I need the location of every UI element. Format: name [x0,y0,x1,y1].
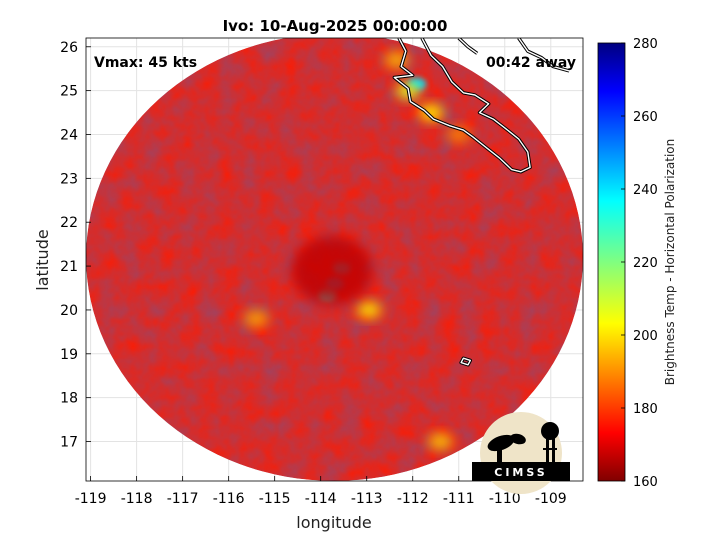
y-tick-label: 20 [60,303,78,319]
x-axis-ticks: -119 -118 -117 -116 -115 -114 -113 -112 -111 -110… [75,476,567,507]
colorbar-tick-label: 180 [633,402,658,417]
logo-tower-icon [541,422,559,462]
x-tick-label: -117 [167,491,199,507]
y-tick-label: 26 [60,40,78,56]
feature-point [244,310,269,327]
colorbar-tick-label: 240 [633,183,658,198]
x-tick-label: -114 [305,491,337,507]
colorbar: 160 180 200 220 240 260 280 Brightness Temp - … [597,37,677,490]
logo-building [472,462,570,481]
coastline-mainland-b [518,38,570,72]
feature-point [428,433,453,450]
chart-title: Ivo: 10-Aug-2025 00:00:00 [223,17,448,35]
y-tick-label: 25 [60,84,78,100]
colorbar-label: Brightness Temp - Horizontal Polarizatio… [663,139,677,386]
brightness-temperature-swath [86,38,583,481]
coastline-layer [392,38,570,367]
colorbar-tick-label: 160 [633,475,658,490]
x-tick-label: -116 [213,491,245,507]
x-tick-label: -112 [397,491,429,507]
y-tick-label: 23 [60,171,78,187]
plot-frame [85,37,584,482]
colorbar-ticks: 160 180 200 220 240 260 280 [621,37,658,490]
colorbar-tick-label: 220 [633,256,658,271]
x-tick-label: -118 [121,491,153,507]
x-tick-label: -111 [443,491,475,507]
x-tick-label: -110 [489,491,521,507]
eye-dark-region [292,236,373,305]
logo-text: CIMSS [494,466,547,479]
y-axis-label: latitude [33,229,52,290]
feature-point [357,301,382,318]
y-axis-ticks: 17 18 19 20 21 22 23 24 25 26 [60,40,91,451]
x-tick-label: -113 [351,491,383,507]
y-tick-label: 24 [60,127,78,143]
x-axis-label: longitude [296,513,371,532]
y-tick-label: 21 [60,259,78,275]
time-offset-annotation: 00:42 away [486,55,576,71]
coastline-island [460,357,471,366]
colorbar-tick-label: 200 [633,329,658,344]
x-tick-label: -109 [535,491,567,507]
coastline-mainland-a [458,38,478,54]
x-tick-label: -115 [259,491,291,507]
y-tick-label: 22 [60,215,78,231]
coastline-baja [393,38,531,173]
vmax-annotation: Vmax: 45 kts [94,55,197,71]
feature-point [419,104,444,121]
y-tick-label: 18 [60,391,78,407]
plot-area [86,38,583,481]
colorbar-tick-label: 280 [633,37,658,52]
cimss-logo: CIMSS [472,412,570,494]
logo-dish-icon [487,433,526,462]
x-tick-label: -119 [75,491,107,507]
y-tick-label: 17 [60,435,78,451]
colorbar-gradient [597,42,626,482]
cyclone-eye [292,236,373,305]
y-tick-label: 19 [60,347,78,363]
colorbar-tick-label: 260 [633,110,658,125]
